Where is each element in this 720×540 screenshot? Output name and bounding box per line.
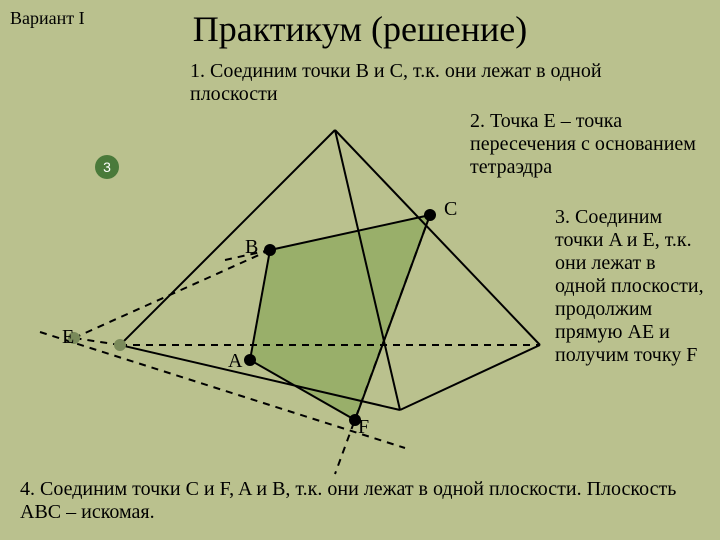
label-F: F [358,416,369,439]
tetrahedron-diagram [0,0,720,540]
label-B: B [245,236,258,259]
label-E: E [62,326,74,349]
label-C: C [444,198,457,221]
label-A: A [228,350,242,373]
section-polygon [250,215,430,420]
